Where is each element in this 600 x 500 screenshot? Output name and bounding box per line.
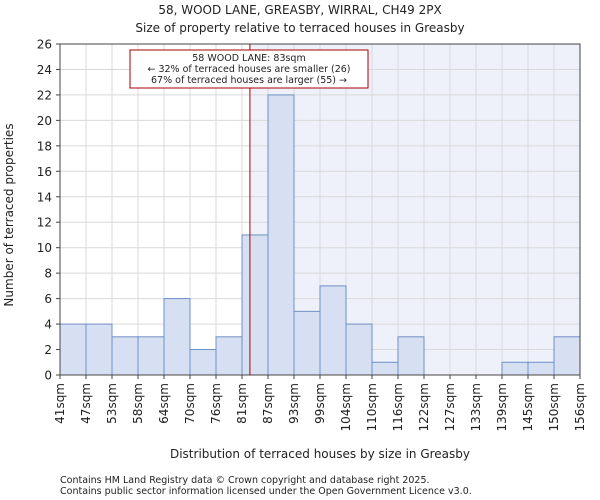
x-tick-label: 99sqm — [313, 383, 327, 424]
annotation-larger: 67% of terraced houses are larger (55) → — [151, 75, 347, 86]
bar — [397, 336, 425, 376]
y-tick-label: 0 — [44, 369, 52, 383]
annotation-box: 58 WOOD LANE: 83sqm ← 32% of terraced ho… — [129, 49, 369, 89]
x-tick-label: 87sqm — [261, 383, 275, 424]
x-tick-label: 53sqm — [105, 383, 119, 424]
y-tick-label: 16 — [37, 165, 52, 179]
bar — [59, 323, 87, 376]
bar — [111, 336, 139, 376]
y-tick-label: 22 — [37, 88, 52, 102]
y-tick-label: 12 — [37, 216, 52, 230]
bar — [267, 94, 295, 376]
x-tick-label: 122sqm — [417, 383, 431, 431]
y-tick-label: 20 — [37, 114, 52, 128]
x-tick-label: 41sqm — [53, 383, 67, 424]
x-tick-label: 127sqm — [443, 383, 457, 431]
x-tick-label: 58sqm — [131, 383, 145, 424]
footer-line-1: Contains HM Land Registry data © Crown c… — [60, 475, 430, 486]
bar — [501, 361, 529, 376]
x-tick-label: 156sqm — [573, 383, 587, 431]
y-tick-label: 18 — [37, 139, 52, 153]
x-tick-label: 81sqm — [235, 383, 249, 424]
x-tick-label: 70sqm — [183, 383, 197, 424]
x-tick-label: 116sqm — [391, 383, 405, 431]
x-tick-label: 64sqm — [157, 383, 171, 424]
y-tick-label: 4 — [44, 318, 52, 332]
bar — [553, 336, 581, 376]
x-tick-label: 93sqm — [287, 383, 301, 424]
x-tick-label: 145sqm — [521, 383, 535, 431]
annotation-title: 58 WOOD LANE: 83sqm — [192, 53, 305, 64]
y-tick-label: 6 — [44, 292, 52, 306]
y-tick-label: 8 — [44, 267, 52, 281]
bar — [319, 285, 347, 376]
bar — [241, 234, 269, 376]
y-tick-label: 26 — [37, 38, 52, 52]
x-tick-label: 104sqm — [339, 383, 353, 431]
y-tick-label: 14 — [37, 190, 52, 204]
bar — [215, 336, 243, 376]
annotation-smaller: ← 32% of terraced houses are smaller (26… — [147, 64, 350, 75]
x-tick-label: 76sqm — [209, 383, 223, 424]
y-tick-label: 24 — [37, 63, 52, 77]
bar — [189, 349, 217, 376]
bar — [137, 336, 165, 376]
y-axis-label: Number of terraced properties — [2, 123, 16, 306]
x-tick-label: 150sqm — [547, 383, 561, 431]
bar — [163, 298, 191, 376]
bar — [371, 361, 399, 376]
bar — [293, 310, 321, 376]
x-tick-label: 139sqm — [495, 383, 509, 431]
chart-title: 58, WOOD LANE, GREASBY, WIRRAL, CH49 2PX — [158, 3, 441, 17]
bar — [527, 361, 555, 376]
bars — [59, 94, 581, 376]
x-axis-ticks: 41sqm 47sqm 53sqm 58sqm 64sqm 70sqm 76sqm 81sqm… — [53, 375, 587, 431]
y-tick-label: 2 — [44, 343, 52, 357]
y-tick-label: 10 — [37, 241, 52, 255]
footer-line-2: Contains public sector information licen… — [60, 486, 472, 497]
x-axis-label: Distribution of terraced houses by size … — [170, 447, 470, 461]
x-tick-label: 110sqm — [365, 383, 379, 431]
bar — [345, 323, 373, 376]
x-tick-label: 47sqm — [79, 383, 93, 424]
x-tick-label: 133sqm — [469, 383, 483, 431]
chart-subtitle: Size of property relative to terraced ho… — [135, 21, 464, 35]
bar — [85, 323, 113, 376]
